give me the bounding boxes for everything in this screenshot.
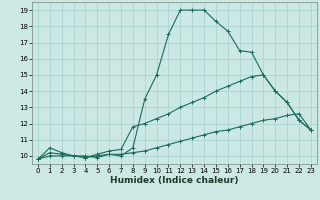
X-axis label: Humidex (Indice chaleur): Humidex (Indice chaleur) [110,176,239,185]
